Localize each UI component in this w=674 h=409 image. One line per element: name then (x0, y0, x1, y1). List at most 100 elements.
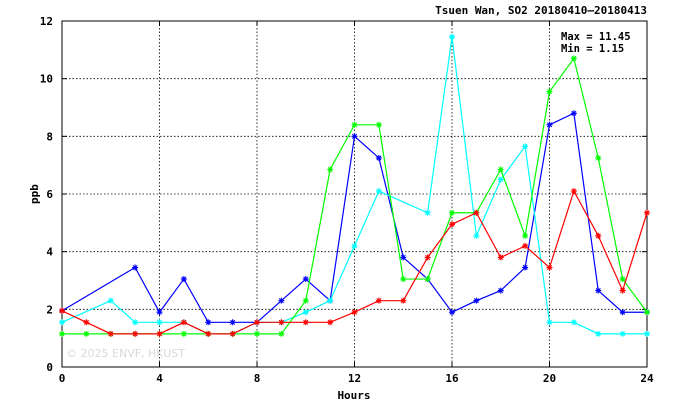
data-point (83, 319, 90, 326)
data-point (546, 121, 553, 128)
data-point (424, 276, 431, 283)
data-point (205, 319, 212, 326)
y-tick-label: 2 (46, 303, 53, 316)
data-point (351, 121, 358, 128)
data-point (400, 276, 407, 283)
data-point (497, 166, 504, 173)
data-point (327, 319, 334, 326)
watermark: © 2025 ENVF, HKUST (66, 347, 185, 360)
data-point (278, 330, 285, 337)
data-point (59, 319, 65, 326)
data-point (400, 297, 407, 304)
y-tick-label: 8 (46, 130, 53, 143)
data-point (302, 297, 309, 304)
data-point (473, 232, 480, 239)
x-tick-label: 20 (543, 372, 556, 385)
data-point (302, 319, 309, 326)
data-point (449, 221, 455, 228)
y-axis-label: ppb (28, 184, 41, 204)
y-tick-label: 10 (40, 73, 53, 86)
chart-title: Tsuen Wan, SO2 20180410—20180413 (435, 4, 647, 17)
x-tick-label: 24 (640, 372, 654, 385)
data-point (229, 319, 236, 326)
series-layer (59, 33, 650, 337)
data-point (351, 133, 358, 140)
data-point (375, 188, 382, 195)
data-point (449, 309, 455, 316)
data-point (570, 188, 577, 195)
data-point (570, 55, 577, 62)
data-point (278, 319, 285, 326)
x-tick-label: 0 (59, 372, 66, 385)
data-point (424, 209, 431, 216)
data-point (180, 330, 187, 337)
data-point (400, 254, 407, 261)
data-point (205, 330, 212, 337)
data-point (546, 264, 553, 271)
data-point (522, 264, 529, 271)
data-point (229, 330, 236, 337)
data-point (522, 143, 529, 150)
data-point (351, 309, 358, 316)
data-point (473, 297, 480, 304)
data-point (302, 276, 309, 283)
data-point (644, 209, 650, 216)
data-point (156, 309, 163, 316)
y-tick-label: 4 (46, 246, 53, 259)
data-point (132, 319, 139, 326)
data-point (107, 330, 114, 337)
y-tick-label: 6 (46, 188, 53, 201)
data-point (595, 232, 602, 239)
data-point (595, 330, 602, 337)
data-point (302, 309, 309, 316)
y-tick-label: 0 (46, 361, 53, 374)
max-label: Max = 11.45 (561, 31, 631, 43)
data-point (375, 121, 382, 128)
data-point (570, 110, 577, 117)
data-point (522, 242, 529, 249)
data-point (595, 154, 602, 161)
data-point (278, 297, 285, 304)
data-point (497, 176, 504, 183)
data-point (546, 88, 553, 95)
data-point (546, 319, 553, 326)
data-point (424, 254, 431, 261)
data-point (644, 309, 650, 316)
data-point (156, 330, 163, 337)
data-point (59, 330, 65, 337)
data-point (254, 319, 260, 326)
x-tick-label: 16 (445, 372, 459, 385)
data-point (156, 319, 163, 326)
data-point (59, 307, 65, 314)
data-point (449, 33, 455, 40)
data-point (473, 209, 480, 216)
x-axis-label: Hours (337, 389, 370, 402)
data-point (644, 330, 650, 337)
data-point (351, 242, 358, 249)
x-tick-label: 4 (156, 372, 163, 385)
data-point (497, 287, 504, 294)
data-point (83, 330, 90, 337)
data-point (619, 287, 626, 294)
data-point (497, 254, 504, 261)
x-tick-label: 12 (348, 372, 361, 385)
data-point (107, 297, 114, 304)
data-point (619, 276, 626, 283)
data-point (375, 154, 382, 161)
data-point (327, 297, 334, 304)
data-point (619, 309, 626, 316)
data-point (132, 330, 139, 337)
series-blue (59, 110, 650, 326)
data-point (522, 232, 529, 239)
series-red (59, 188, 650, 337)
data-point (327, 166, 334, 173)
data-point (180, 319, 187, 326)
x-tick-label: 8 (254, 372, 261, 385)
data-point (449, 209, 455, 216)
data-point (132, 264, 139, 271)
min-label: Min = 1.15 (561, 43, 624, 55)
data-point (570, 319, 577, 326)
data-point (375, 297, 382, 304)
